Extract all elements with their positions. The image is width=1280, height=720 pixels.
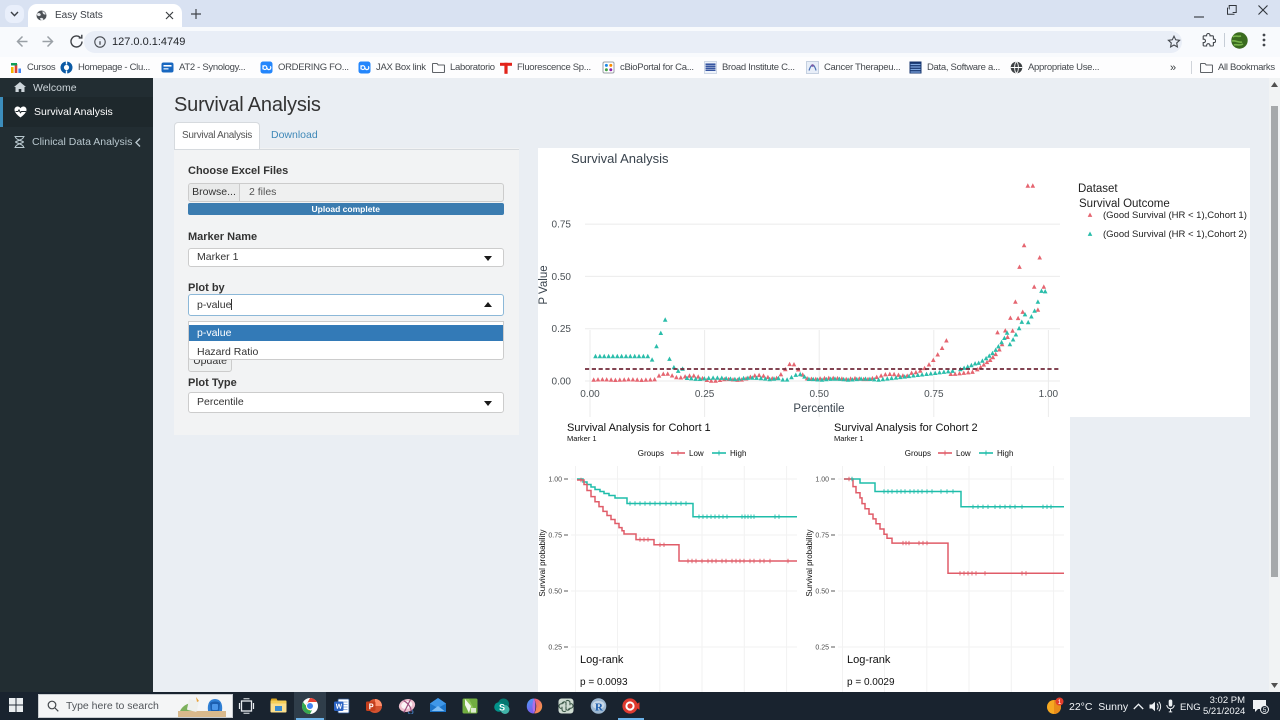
svg-text:High: High — [997, 449, 1013, 458]
svg-text:0.25: 0.25 — [552, 324, 572, 335]
svg-text:0.50: 0.50 — [809, 389, 829, 400]
svg-text:0.75: 0.75 — [815, 533, 829, 540]
svg-text:Dataset: Dataset — [1078, 183, 1118, 195]
svg-text:S: S — [499, 702, 505, 712]
svg-text:0.75: 0.75 — [924, 389, 944, 400]
svg-text:0.25: 0.25 — [815, 645, 829, 652]
svg-text:5: 5 — [1263, 707, 1267, 714]
svg-text:Percentile: Percentile — [793, 403, 844, 415]
svg-text:Log-rank: Log-rank — [847, 654, 891, 666]
svg-text:0.25: 0.25 — [695, 389, 715, 400]
svg-text:0.25: 0.25 — [548, 645, 562, 652]
svg-text:p = 0.0029: p = 0.0029 — [847, 677, 895, 688]
svg-text:Survival probability: Survival probability — [805, 529, 814, 596]
svg-text:Survival Analysis for Cohort 1: Survival Analysis for Cohort 1 — [567, 422, 711, 434]
svg-text:(Good Survival (HR < 1),Cohort: (Good Survival (HR < 1),Cohort 1) — [1103, 210, 1247, 221]
svg-text:Marker 1: Marker 1 — [834, 434, 864, 443]
svg-text:1: 1 — [1058, 699, 1062, 706]
svg-text:0.00: 0.00 — [580, 389, 600, 400]
svg-text:Survival Outcome: Survival Outcome — [1079, 198, 1170, 210]
svg-text:P Value: P Value — [538, 265, 550, 304]
svg-text:0.00: 0.00 — [552, 377, 572, 388]
svg-text:0.50: 0.50 — [815, 589, 829, 596]
svg-text:0.75: 0.75 — [548, 533, 562, 540]
svg-text:0.50: 0.50 — [552, 272, 572, 283]
svg-text:0.75: 0.75 — [552, 220, 572, 231]
svg-text:Low: Low — [956, 449, 971, 458]
svg-text:Survival probability: Survival probability — [538, 529, 547, 596]
svg-text:High: High — [730, 449, 746, 458]
svg-text:Marker 1: Marker 1 — [567, 434, 597, 443]
svg-text:Groups: Groups — [638, 449, 664, 458]
svg-text:Low: Low — [689, 449, 704, 458]
svg-text:p = 0.0093: p = 0.0093 — [580, 677, 628, 688]
svg-text:Log-rank: Log-rank — [580, 654, 624, 666]
svg-text:1.00: 1.00 — [548, 477, 562, 484]
svg-text:0.50: 0.50 — [548, 589, 562, 596]
svg-text:R: R — [595, 702, 604, 714]
svg-text:(Good Survival (HR < 1),Cohort: (Good Survival (HR < 1),Cohort 2) — [1103, 229, 1247, 240]
svg-text:1.00: 1.00 — [815, 477, 829, 484]
svg-text:Survival Analysis for Cohort 2: Survival Analysis for Cohort 2 — [834, 422, 978, 434]
svg-text:1.00: 1.00 — [1039, 389, 1059, 400]
svg-text:Groups: Groups — [905, 449, 931, 458]
svg-text:Survival Analysis: Survival Analysis — [571, 151, 669, 166]
